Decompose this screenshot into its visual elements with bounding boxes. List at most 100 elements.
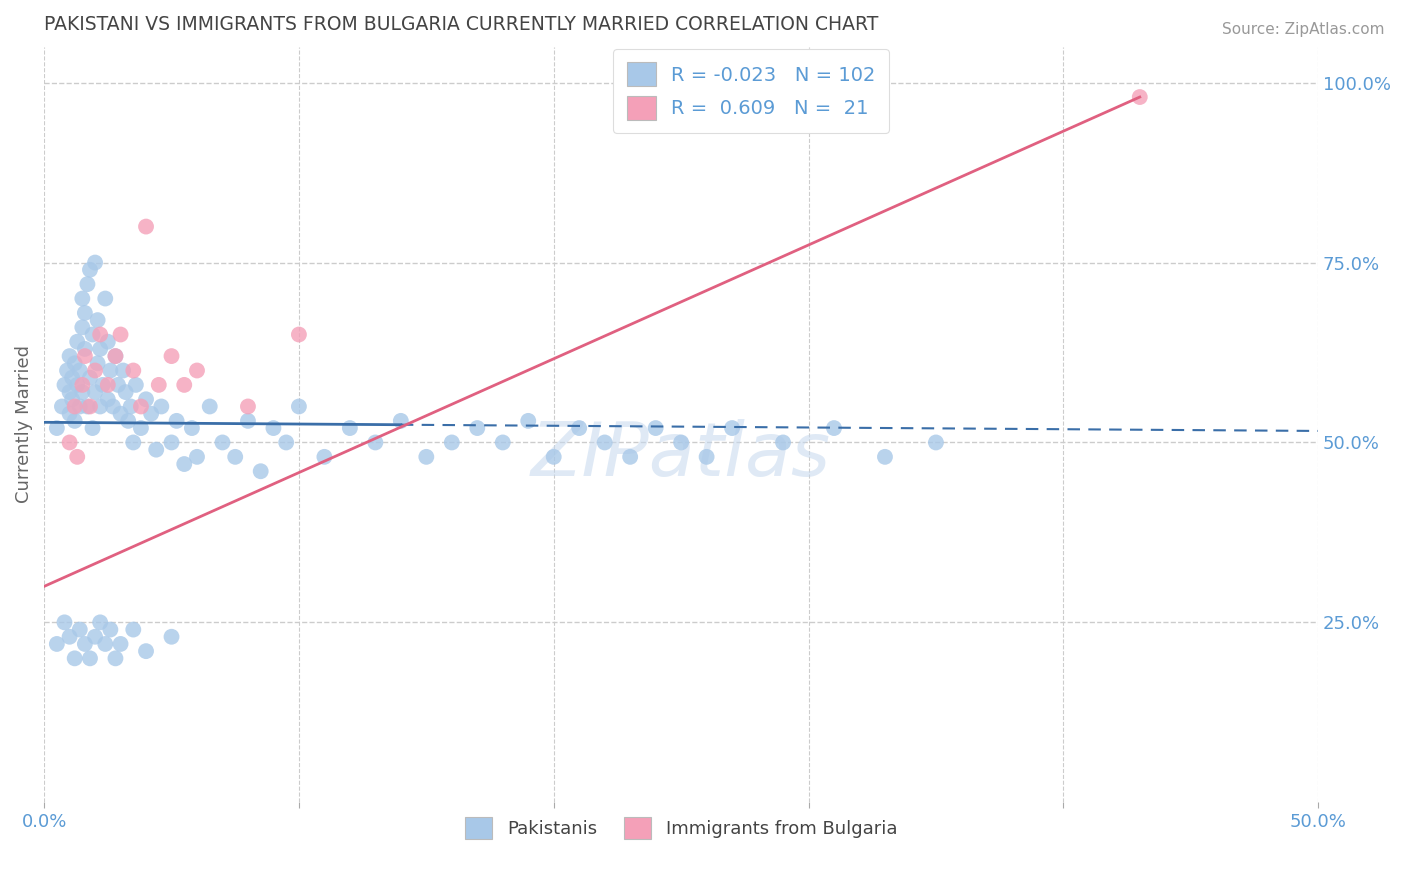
Point	[148, 377, 170, 392]
Point	[76, 400, 98, 414]
Point	[69, 623, 91, 637]
Point	[619, 450, 641, 464]
Point	[186, 363, 208, 377]
Point	[122, 435, 145, 450]
Point	[72, 320, 94, 334]
Point	[69, 400, 91, 414]
Point	[262, 421, 284, 435]
Point	[72, 292, 94, 306]
Point	[73, 306, 96, 320]
Point	[173, 457, 195, 471]
Point	[145, 442, 167, 457]
Point	[58, 407, 80, 421]
Point	[117, 414, 139, 428]
Point	[89, 327, 111, 342]
Point	[122, 623, 145, 637]
Point	[66, 450, 89, 464]
Point	[696, 450, 718, 464]
Point	[79, 370, 101, 384]
Point	[110, 637, 132, 651]
Point	[160, 349, 183, 363]
Point	[97, 334, 120, 349]
Point	[160, 435, 183, 450]
Point	[139, 407, 162, 421]
Point	[112, 363, 135, 377]
Point	[224, 450, 246, 464]
Point	[125, 377, 148, 392]
Point	[58, 385, 80, 400]
Point	[79, 262, 101, 277]
Point	[73, 637, 96, 651]
Point	[236, 414, 259, 428]
Point	[135, 644, 157, 658]
Point	[63, 400, 86, 414]
Point	[97, 377, 120, 392]
Point	[84, 385, 107, 400]
Point	[89, 615, 111, 630]
Point	[211, 435, 233, 450]
Point	[72, 385, 94, 400]
Point	[122, 363, 145, 377]
Text: PAKISTANI VS IMMIGRANTS FROM BULGARIA CURRENTLY MARRIED CORRELATION CHART: PAKISTANI VS IMMIGRANTS FROM BULGARIA CU…	[44, 15, 879, 34]
Point	[72, 377, 94, 392]
Point	[104, 349, 127, 363]
Point	[53, 615, 76, 630]
Point	[69, 363, 91, 377]
Point	[94, 292, 117, 306]
Point	[104, 349, 127, 363]
Point	[593, 435, 616, 450]
Point	[492, 435, 515, 450]
Point	[823, 421, 845, 435]
Point	[84, 630, 107, 644]
Text: Source: ZipAtlas.com: Source: ZipAtlas.com	[1222, 22, 1385, 37]
Point	[568, 421, 591, 435]
Point	[114, 385, 136, 400]
Point	[543, 450, 565, 464]
Point	[160, 630, 183, 644]
Point	[120, 400, 142, 414]
Point	[276, 435, 298, 450]
Point	[236, 400, 259, 414]
Point	[91, 377, 114, 392]
Point	[186, 450, 208, 464]
Point	[98, 623, 121, 637]
Point	[364, 435, 387, 450]
Text: ZIPatlas: ZIPatlas	[531, 418, 831, 491]
Point	[63, 356, 86, 370]
Point	[440, 435, 463, 450]
Point	[173, 377, 195, 392]
Point	[288, 327, 311, 342]
Point	[925, 435, 948, 450]
Point	[89, 342, 111, 356]
Point	[63, 414, 86, 428]
Point	[73, 342, 96, 356]
Point	[107, 377, 129, 392]
Point	[51, 400, 73, 414]
Point	[45, 637, 67, 651]
Point	[339, 421, 361, 435]
Point	[86, 313, 108, 327]
Point	[98, 363, 121, 377]
Point	[873, 450, 896, 464]
Point	[389, 414, 412, 428]
Point	[110, 327, 132, 342]
Point	[89, 400, 111, 414]
Point	[104, 651, 127, 665]
Point	[79, 400, 101, 414]
Point	[56, 363, 79, 377]
Point	[84, 363, 107, 377]
Legend: Pakistanis, Immigrants from Bulgaria: Pakistanis, Immigrants from Bulgaria	[458, 810, 904, 847]
Point	[58, 349, 80, 363]
Point	[58, 630, 80, 644]
Point	[60, 370, 83, 384]
Point	[644, 421, 666, 435]
Point	[63, 651, 86, 665]
Point	[135, 392, 157, 407]
Point	[86, 356, 108, 370]
Point	[772, 435, 794, 450]
Point	[415, 450, 437, 464]
Point	[129, 421, 152, 435]
Point	[129, 400, 152, 414]
Point	[53, 377, 76, 392]
Point	[76, 277, 98, 292]
